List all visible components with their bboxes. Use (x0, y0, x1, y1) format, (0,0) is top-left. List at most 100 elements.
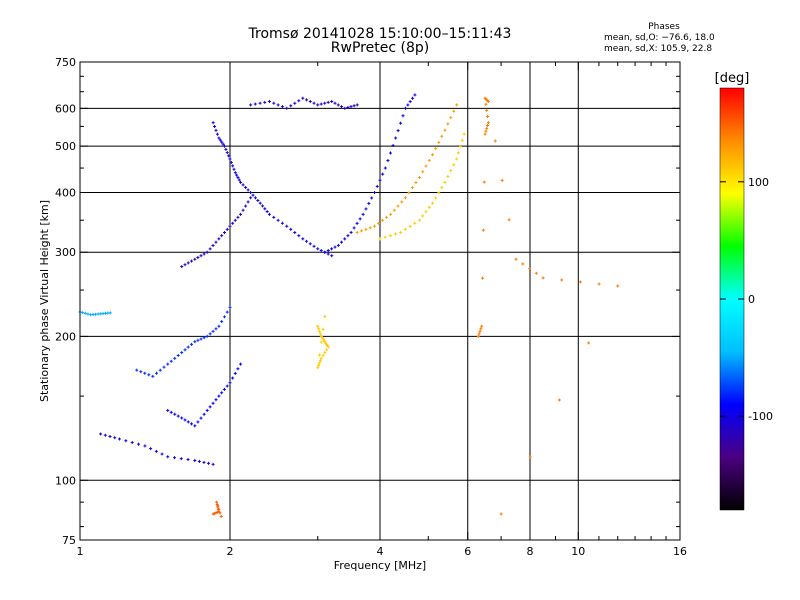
grid-layer (80, 62, 680, 540)
data-point (179, 457, 183, 461)
data-point (486, 115, 490, 119)
data-point (202, 412, 206, 416)
data-point (330, 254, 334, 258)
data-point (180, 416, 184, 420)
data-point (301, 237, 305, 241)
data-point (267, 212, 271, 216)
data-point (305, 98, 309, 102)
data-point (258, 101, 262, 105)
data-point (301, 96, 305, 100)
data-point (323, 351, 327, 355)
data-point (244, 204, 248, 208)
data-point (249, 190, 253, 194)
chart-title-line2: RwPretec (8p) (330, 40, 430, 56)
data-point (205, 408, 209, 412)
data-point (386, 159, 390, 163)
data-point (151, 374, 155, 378)
data-point (196, 338, 200, 342)
data-point (186, 261, 190, 265)
data-point (205, 334, 209, 338)
data-point (251, 193, 255, 197)
data-point (364, 207, 368, 211)
y-tick-label: 750 (55, 56, 76, 69)
data-point (231, 221, 235, 225)
data-point (276, 103, 280, 107)
data-point (427, 205, 431, 209)
data-point (485, 126, 489, 130)
data-point (263, 100, 267, 104)
data-point (392, 208, 396, 212)
data-point (265, 210, 269, 214)
data-point (214, 327, 218, 331)
data-point (94, 312, 98, 316)
data-point (484, 102, 488, 106)
data-point (378, 178, 382, 182)
data-point (318, 332, 322, 336)
data-point (285, 106, 289, 110)
data-point (143, 444, 147, 448)
data-point (319, 249, 323, 253)
x-tick-label: 1 (77, 545, 84, 558)
data-point (186, 420, 190, 424)
data-point (394, 136, 398, 140)
data-point (312, 244, 316, 248)
data-point (173, 356, 177, 360)
data-point (196, 420, 200, 424)
y-tick-label: 100 (55, 474, 76, 487)
data-point (455, 157, 459, 161)
data-point (89, 313, 93, 317)
data-point (218, 138, 222, 142)
data-point (220, 391, 224, 395)
data-point (316, 247, 320, 251)
data-point (166, 362, 170, 366)
data-point (560, 278, 564, 282)
data-point (169, 410, 173, 414)
data-point (158, 368, 162, 372)
data-point (343, 237, 347, 241)
data-point (308, 242, 312, 246)
data-point (481, 228, 485, 232)
data-point (154, 449, 158, 453)
data-point (225, 310, 229, 314)
data-point (417, 218, 421, 222)
data-point (312, 101, 316, 105)
data-point (166, 408, 170, 412)
data-point (406, 103, 410, 107)
x-tick-label: 6 (464, 545, 471, 558)
data-point (499, 512, 503, 516)
data-point (81, 311, 85, 315)
data-point (381, 218, 385, 222)
data-point (361, 212, 365, 216)
data-point (427, 158, 431, 162)
ticks-layer (79, 61, 681, 540)
data-point (317, 363, 321, 367)
data-point (455, 103, 459, 107)
data-point (364, 227, 368, 231)
x-tick-label: 4 (377, 545, 384, 558)
data-point (276, 218, 280, 222)
data-point (173, 456, 177, 460)
data-point (476, 334, 480, 338)
data-point (246, 200, 250, 204)
data-point (443, 128, 447, 132)
x-tick-label: 8 (527, 545, 534, 558)
data-point (236, 367, 240, 371)
data-point (231, 376, 235, 380)
data-point (169, 359, 173, 363)
data-point (249, 196, 253, 200)
data-point (293, 101, 297, 105)
data-point (403, 106, 407, 110)
data-point (440, 134, 444, 138)
data-point (233, 171, 237, 175)
y-axis-label: Stationary phase Virtual Height [km] (38, 200, 51, 402)
data-point (396, 204, 400, 208)
data-point (261, 204, 265, 208)
data-point (481, 276, 485, 280)
data-point (484, 129, 488, 133)
data-point (408, 100, 412, 104)
data-point (446, 122, 450, 126)
data-point (305, 239, 309, 243)
data-point (480, 324, 484, 328)
data-point (316, 366, 320, 370)
